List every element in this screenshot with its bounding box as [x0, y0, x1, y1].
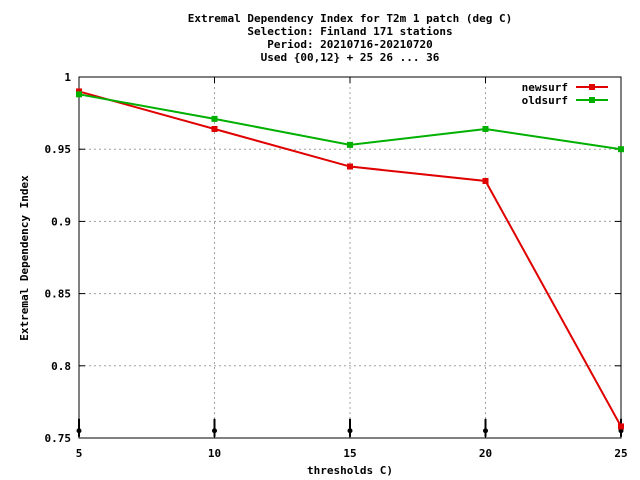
- y-tick-label: 0.9: [51, 215, 71, 228]
- x-tick-label: 15: [343, 447, 356, 460]
- title-line-3: Period: 20210716-20210720: [267, 38, 433, 51]
- data-point-oldsurf: [76, 91, 82, 98]
- chart-title: Extremal Dependency Index for T2m 1 patc…: [188, 12, 513, 64]
- title-line-1: Extremal Dependency Index for T2m 1 patc…: [188, 12, 513, 25]
- data-point-oldsurf: [618, 146, 624, 153]
- x-tick-label: 10: [208, 447, 221, 460]
- data-point-oldsurf: [347, 141, 353, 148]
- data-point-oldsurf: [211, 115, 218, 122]
- x-axis-label: thresholds C): [307, 464, 393, 477]
- threshold-marker-point: [347, 428, 353, 434]
- legend-marker-oldsurf: [589, 97, 595, 103]
- grid: [79, 77, 621, 438]
- threshold-marker-point: [76, 428, 82, 434]
- data-point-oldsurf: [482, 125, 489, 132]
- x-tick-label: 25: [614, 447, 627, 460]
- legend-label-oldsurf: oldsurf: [522, 94, 568, 107]
- y-tick-label: 0.8: [51, 360, 71, 373]
- threshold-markers: [76, 418, 624, 437]
- legend-label-newsurf: newsurf: [522, 81, 568, 94]
- y-tick-label: 0.75: [45, 432, 72, 445]
- threshold-marker-point: [212, 428, 217, 434]
- title-line-4: Used {00,12} + 25 26 ... 36: [261, 51, 440, 64]
- threshold-marker-point: [618, 428, 624, 434]
- x-tick-label: 5: [76, 447, 83, 460]
- data-point-newsurf: [618, 423, 624, 430]
- data-point-newsurf: [347, 163, 353, 170]
- y-tick-label: 0.85: [45, 288, 72, 301]
- title-line-2: Selection: Finland 171 stations: [247, 25, 452, 38]
- y-tick-label: 0.95: [45, 143, 72, 156]
- y-axis-label: Extremal Dependency Index: [18, 175, 31, 341]
- legend-marker-newsurf: [589, 84, 595, 90]
- data-point-newsurf: [482, 177, 489, 184]
- series-lines: [76, 88, 624, 430]
- x-tick-label: 20: [479, 447, 492, 460]
- data-point-newsurf: [211, 125, 218, 132]
- y-tick-label: 1: [64, 71, 71, 84]
- threshold-marker-point: [483, 428, 488, 434]
